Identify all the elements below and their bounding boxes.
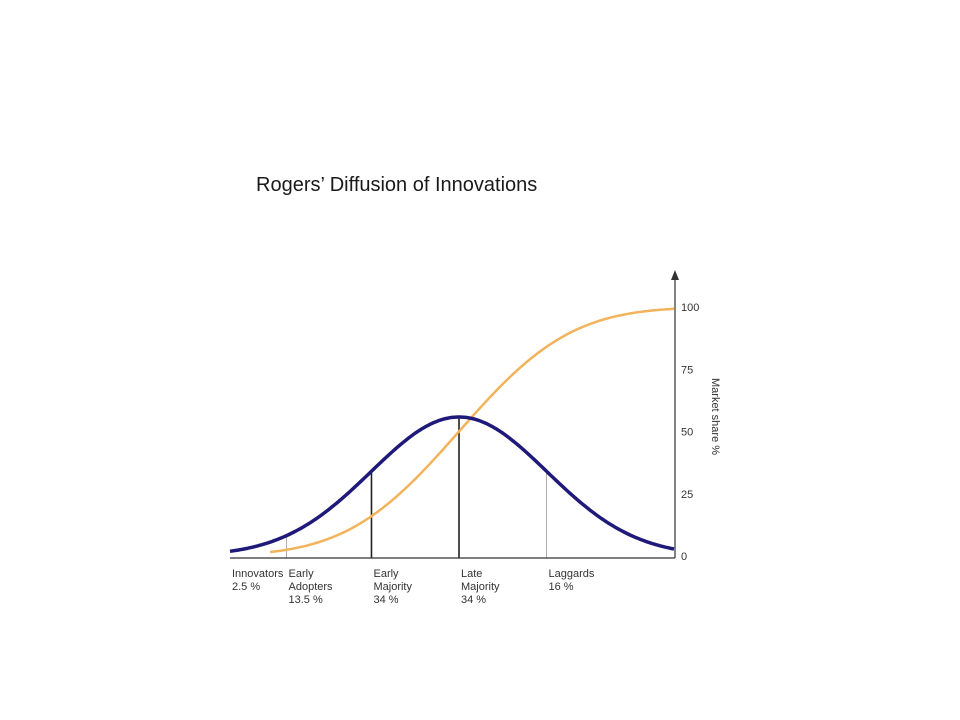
y-tick-label: 100 [681,302,699,314]
y-tick-label: 0 [681,551,687,563]
chart-title: Rogers’ Diffusion of Innovations [256,174,538,196]
segment-label: Early Majority 34 % [373,568,412,606]
y-tick-label: 75 [681,364,693,376]
y-tick-label: 50 [681,427,693,439]
market-share-curve [269,307,675,554]
segment-label: Laggards 16 % [549,568,595,593]
segment-label: Early Adopters 13.5 % [289,568,334,606]
segment-label: Innovators 2.5 % [232,568,284,593]
y-axis-arrow-icon [671,270,679,280]
adoption-bell-curve [229,415,675,554]
segment-label: Late Majority 34 % [461,568,500,606]
y-tick-label: 25 [681,489,693,501]
y-axis-label: Market share % [709,378,721,455]
